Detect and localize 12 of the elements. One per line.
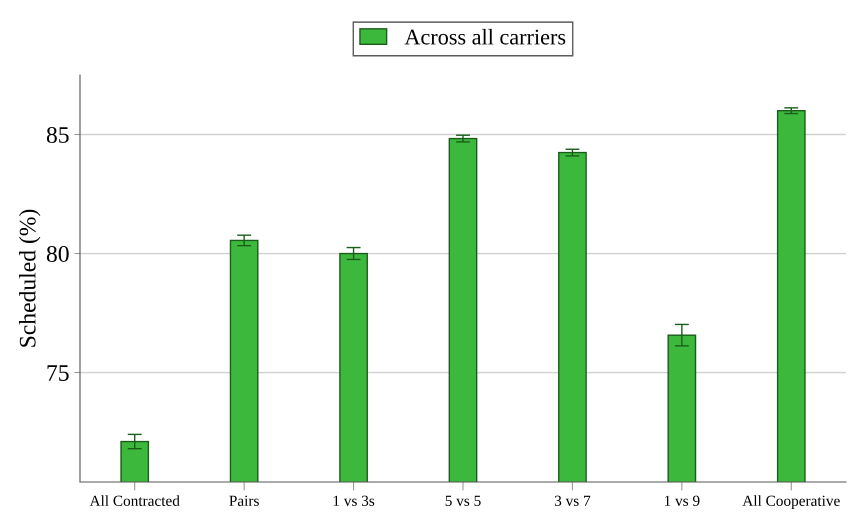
x-tick-label: 5 vs 5 [446, 496, 481, 506]
x-tick-label: 1 vs 3s [334, 496, 374, 506]
x-tick-label: All Contracted [90, 495, 180, 506]
y-tick-label: 85 [46, 126, 69, 143]
y-axis-title: Scheduled (%) [19, 210, 40, 347]
legend-label: Across all carriers [404, 28, 566, 45]
x-tick-label: Pairs [229, 496, 259, 506]
x-tick-label: All Cooperative [742, 495, 840, 510]
y-tick-label: 80 [46, 246, 69, 262]
x-tick-label: 1 vs 9 [664, 496, 700, 506]
y-tick-label: 75 [48, 365, 69, 381]
x-tick-label: 3 vs 7 [554, 496, 590, 506]
